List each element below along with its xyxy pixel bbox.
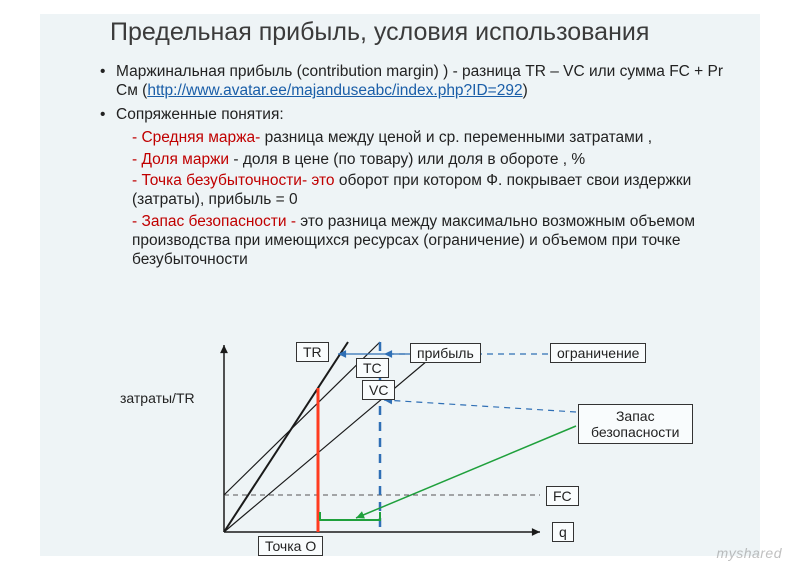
bullet-1: Маржинальная прибыль (contribution margi… bbox=[100, 62, 750, 101]
safety-line2: безопасности bbox=[591, 424, 680, 440]
axis-y-label: затраты/TR bbox=[120, 390, 195, 406]
def1-rest: разница между ценой и ср. переменными за… bbox=[265, 129, 652, 146]
def-2: - Доля маржи - доля в цене (по товару) и… bbox=[100, 150, 750, 169]
def-1: - Средняя маржа- разница между ценой и с… bbox=[100, 128, 750, 147]
def3-term: - Точка безубыточности- это bbox=[132, 172, 339, 189]
label-origin: Точка О bbox=[258, 536, 323, 556]
b1-link[interactable]: http://www.avatar.ee/majanduseabc/index.… bbox=[147, 82, 522, 99]
b1-see: См ( bbox=[116, 82, 147, 99]
watermark: myshared bbox=[717, 545, 782, 561]
def-4: - Запас безопасности - это разница между… bbox=[100, 212, 750, 270]
def2-term: - Доля маржи bbox=[132, 151, 233, 168]
b1-rest: (contribution margin) ) - разница TR – V… bbox=[292, 63, 723, 80]
bullet-2: Сопряженные понятия: bbox=[100, 105, 750, 124]
slide-title: Предельная прибыль, условия использовани… bbox=[110, 18, 649, 47]
label-tc: TC bbox=[356, 358, 389, 378]
b1-close: ) bbox=[523, 82, 528, 99]
chart-svg bbox=[100, 340, 760, 555]
label-profit: прибыль bbox=[410, 343, 481, 363]
label-q: q bbox=[552, 522, 574, 542]
label-tr: TR bbox=[296, 342, 329, 362]
content-block: Маржинальная прибыль (contribution margi… bbox=[100, 62, 750, 272]
label-constraint: ограничение bbox=[550, 343, 646, 363]
label-fc: FC bbox=[546, 486, 579, 506]
chart-area: затраты/TR TR TC VC FC q Точка О прибыль… bbox=[100, 340, 760, 555]
def2-rest: - доля в цене (по товару) или доля в обо… bbox=[233, 151, 585, 168]
def4-term: - Запас безопасности - bbox=[132, 213, 300, 230]
label-vc: VC bbox=[362, 380, 395, 400]
def1-term: - Средняя маржа- bbox=[132, 129, 265, 146]
safety-line1: Запас bbox=[616, 408, 655, 424]
label-safety: Запасбезопасности bbox=[578, 404, 693, 444]
b1-lead: Маржинальная прибыль bbox=[116, 63, 292, 80]
def-3: - Точка безубыточности- это оборот при к… bbox=[100, 171, 750, 210]
